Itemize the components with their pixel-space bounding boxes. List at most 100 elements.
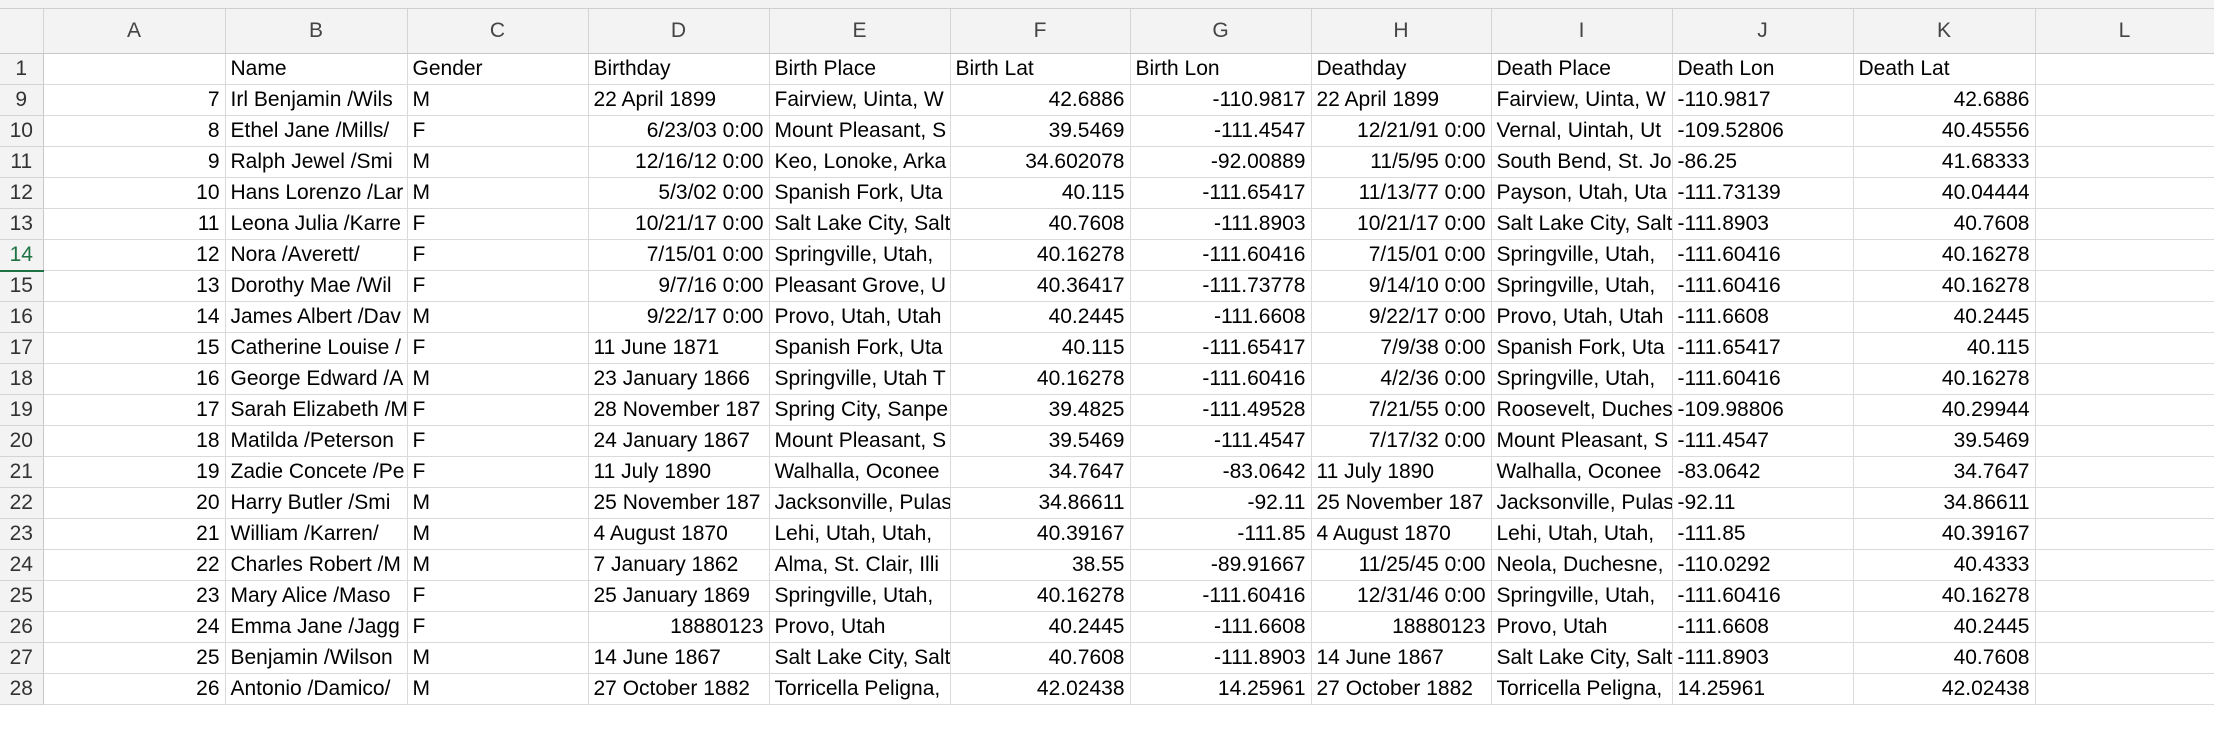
cell-l[interactable] [2035,425,2214,457]
column-header-b[interactable]: B [225,9,408,54]
cell-i[interactable]: Salt Lake City, Salt [1491,208,1673,240]
cell-j[interactable]: -111.85 [1672,518,1854,550]
cell-i[interactable]: Torricella Peligna, [1491,673,1673,705]
cell-f[interactable]: 40.16278 [950,580,1131,612]
cell-e[interactable]: Lehi, Utah, Utah, [769,518,951,550]
cell-i[interactable]: Vernal, Uintah, Ut [1491,115,1673,147]
cell-b[interactable]: Mary Alice /Maso [225,580,408,612]
cell-f[interactable]: 42.6886 [950,84,1131,116]
cell-i[interactable]: Springville, Utah, [1491,239,1673,271]
row-header[interactable]: 16 [0,301,44,333]
cell-h[interactable]: 11/13/77 0:00 [1311,177,1492,209]
row-header[interactable]: 20 [0,425,44,457]
cell-l[interactable] [2035,611,2214,643]
cell-f[interactable]: 40.39167 [950,518,1131,550]
cell-f[interactable]: 40.2445 [950,301,1131,333]
cell-i[interactable]: Spanish Fork, Uta [1491,332,1673,364]
cell-d[interactable]: 12/16/12 0:00 [588,146,770,178]
cell-g[interactable]: -111.49528 [1130,394,1312,426]
row-header[interactable]: 11 [0,146,44,178]
cell-c[interactable]: M [407,549,589,581]
cell-a[interactable]: 12 [43,239,226,271]
cell-g[interactable]: -111.65417 [1130,332,1312,364]
cell-e[interactable]: Provo, Utah [769,611,951,643]
cell-l[interactable] [2035,642,2214,674]
cell-a[interactable]: 25 [43,642,226,674]
cell-f[interactable]: 38.55 [950,549,1131,581]
cell-e[interactable]: Salt Lake City, Salt [769,642,951,674]
cell-i[interactable]: Provo, Utah [1491,611,1673,643]
row-header[interactable]: 17 [0,332,44,364]
cell-d[interactable]: 23 January 1866 [588,363,770,395]
row-header[interactable]: 25 [0,580,44,612]
cell-b[interactable]: Name [225,53,408,85]
cell-f[interactable]: 40.36417 [950,270,1131,302]
cell-k[interactable]: 42.6886 [1853,84,2036,116]
cell-i[interactable]: Fairview, Uinta, W [1491,84,1673,116]
cell-k[interactable]: 40.16278 [1853,239,2036,271]
cell-d[interactable]: Birthday [588,53,770,85]
cell-b[interactable]: Matilda /Peterson [225,425,408,457]
cell-a[interactable]: 8 [43,115,226,147]
cell-c[interactable]: F [407,456,589,488]
cell-b[interactable]: Nora /Averett/ [225,239,408,271]
row-header[interactable]: 19 [0,394,44,426]
cell-j[interactable]: -111.8903 [1672,208,1854,240]
cell-j[interactable]: -92.11 [1672,487,1854,519]
column-header-d[interactable]: D [588,9,770,54]
cell-a[interactable]: 16 [43,363,226,395]
cell-a[interactable]: 18 [43,425,226,457]
cell-j[interactable]: -111.60416 [1672,580,1854,612]
cell-g[interactable]: -111.8903 [1130,208,1312,240]
cell-a[interactable]: 10 [43,177,226,209]
cell-b[interactable]: Sarah Elizabeth /M [225,394,408,426]
row-header[interactable]: 23 [0,518,44,550]
cell-k[interactable]: 42.02438 [1853,673,2036,705]
cell-e[interactable]: Spring City, Sanpe [769,394,951,426]
cell-h[interactable]: 18880123 [1311,611,1492,643]
cell-l[interactable] [2035,332,2214,364]
cell-b[interactable]: Ethel Jane /Mills/ [225,115,408,147]
cell-i[interactable]: Springville, Utah, [1491,580,1673,612]
cell-i[interactable]: Salt Lake City, Salt [1491,642,1673,674]
row-header[interactable]: 27 [0,642,44,674]
cell-a[interactable] [43,53,226,85]
cell-a[interactable]: 20 [43,487,226,519]
cell-l[interactable] [2035,580,2214,612]
cell-e[interactable]: Spanish Fork, Uta [769,177,951,209]
cell-i[interactable]: Jacksonville, Pulas [1491,487,1673,519]
cell-h[interactable]: 22 April 1899 [1311,84,1492,116]
cell-l[interactable] [2035,673,2214,705]
cell-g[interactable]: 14.25961 [1130,673,1312,705]
cell-f[interactable]: 40.16278 [950,239,1131,271]
cell-h[interactable]: 12/21/91 0:00 [1311,115,1492,147]
cell-c[interactable]: F [407,611,589,643]
cell-f[interactable]: 40.7608 [950,642,1131,674]
row-header[interactable]: 13 [0,208,44,240]
cell-b[interactable]: James Albert /Dav [225,301,408,333]
cell-d[interactable]: 25 January 1869 [588,580,770,612]
cell-e[interactable]: Pleasant Grove, U [769,270,951,302]
row-header[interactable]: 15 [0,270,44,302]
cell-a[interactable]: 24 [43,611,226,643]
cell-g[interactable]: -111.85 [1130,518,1312,550]
cell-g[interactable]: -111.60416 [1130,363,1312,395]
cell-l[interactable] [2035,518,2214,550]
column-header-h[interactable]: H [1311,9,1492,54]
cell-d[interactable]: 22 April 1899 [588,84,770,116]
column-header-f[interactable]: F [950,9,1131,54]
cell-f[interactable]: 40.115 [950,332,1131,364]
cell-d[interactable]: 6/23/03 0:00 [588,115,770,147]
cell-c[interactable]: M [407,84,589,116]
cell-i[interactable]: Death Place [1491,53,1673,85]
cell-c[interactable]: F [407,580,589,612]
cell-a[interactable]: 15 [43,332,226,364]
cell-i[interactable]: Springville, Utah, [1491,270,1673,302]
cell-k[interactable]: 40.7608 [1853,208,2036,240]
cell-g[interactable]: -92.11 [1130,487,1312,519]
cell-l[interactable] [2035,208,2214,240]
cell-a[interactable]: 21 [43,518,226,550]
cell-h[interactable]: Deathday [1311,53,1492,85]
cell-l[interactable] [2035,239,2214,271]
cell-g[interactable]: -92.00889 [1130,146,1312,178]
